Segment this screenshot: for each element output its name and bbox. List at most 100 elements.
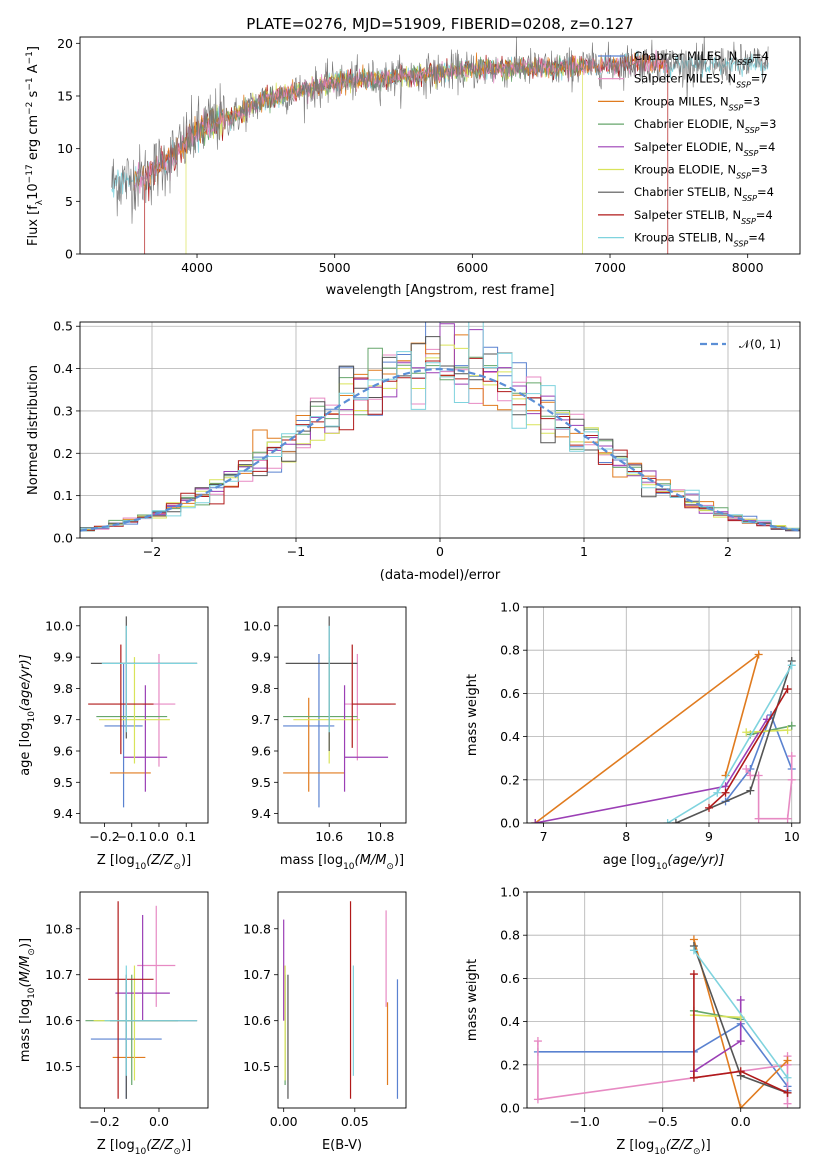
ytick-label: 0.4	[53, 361, 73, 376]
legend-name: Chabrier MILES, N	[634, 49, 737, 63]
errorbar-salpeter-elodie	[123, 685, 168, 792]
plot-area-age_vs_Z	[88, 616, 198, 808]
legend-spectrum: Chabrier MILES, N SSP =4 Salpeter MILES, N S…	[598, 49, 776, 248]
legend-sub: SSP	[736, 171, 751, 180]
ytick-label: 0.4	[500, 729, 520, 744]
x-axis-label-part: (Z/Z	[146, 1138, 174, 1153]
axes-mass_vs_Z: −0.2 0.0 10.5 10.6 10.7 10.8	[45, 891, 209, 1129]
x-axis-label: E(B-V)	[322, 1138, 362, 1153]
axes-massweight_vs_age: 7 8 9 10 0.0 0.2 0.4 0.6 0.8 1.0 mass weight	[465, 600, 801, 844]
legend-name: Chabrier STELIB, N	[634, 185, 742, 199]
x-axis-label-part: ⊙	[173, 862, 181, 872]
y-axis-label: Normed distribution	[26, 365, 41, 495]
x-axis-label-part: ⊙	[173, 1147, 181, 1157]
x-axis-label-part: )]	[394, 853, 404, 868]
series-line	[693, 939, 789, 1108]
ytick-label: 9.4	[53, 806, 73, 821]
x-axis-label-part: (Z/Z	[666, 1138, 694, 1153]
axes-age_vs_Z: −0.2−0.1 0.0 0.1 9.4 9.5 9.6 9.7 9.8 9.9 10.0	[45, 606, 209, 844]
xtick-label: 7	[540, 829, 548, 844]
xtick-label: −0.2	[89, 1114, 119, 1129]
errorbar-salpeter-miles	[137, 905, 176, 1007]
axes-spectrum: 4000 5000 6000 7000 8000 0 5 10 15 20 Chabrier MIL…	[57, 36, 801, 298]
y-axis-label: age [log10(age/yr)]	[18, 654, 37, 776]
y-axis-label-part: 10	[27, 987, 37, 999]
x-axis-label-part: (Z/Z	[146, 853, 174, 868]
ytick-label: 9.5	[53, 775, 73, 790]
ytick-label: 10.6	[45, 1013, 73, 1028]
axes-mass_vs_EBV: 0.00 0.05 10.5 10.6 10.7 10.8	[243, 891, 407, 1129]
x-axis-label: (data-model)/error	[380, 568, 501, 583]
ytick-label: 10.8	[45, 921, 73, 936]
xtick-label: 0.00	[270, 1114, 298, 1129]
errorbar-salpeter-stelib	[351, 644, 396, 748]
legend-n: =3	[751, 163, 768, 177]
y-axis-label-part: 10	[27, 711, 37, 723]
ytick-label: 0	[65, 247, 73, 262]
series-marker	[531, 819, 540, 823]
ytick-label: 0.0	[500, 816, 520, 831]
legend-name: Salpeter MILES, N	[634, 72, 736, 86]
xtick-label: −0.1	[117, 829, 147, 844]
legend-sub: SSP	[745, 126, 760, 135]
series-marker	[533, 1037, 542, 1046]
plot-area-massweight_vs_Z	[533, 935, 792, 1108]
figure-title: PLATE=0276, MJD=51909, FIBERID=0208, z=0…	[246, 15, 633, 33]
errorbar-chabrier-miles	[104, 663, 143, 808]
x-axis-label-part: )]	[181, 853, 191, 868]
y-axis-label-part: Flux [f	[26, 205, 41, 246]
legend-n: =7	[751, 72, 768, 86]
xtick-label: 9	[705, 829, 713, 844]
series-line	[693, 949, 789, 1079]
ytick-label: 0.6	[500, 686, 520, 701]
plot-area-mass_vs_Z	[85, 901, 198, 1099]
ytick-label: 0.6	[500, 971, 520, 986]
x-axis-label-part: (M/M	[355, 853, 387, 868]
legend-entry-kroupa-elodie: Kroupa ELODIE, NSSP=3	[634, 163, 768, 181]
ytick-label: 10	[57, 141, 73, 156]
y-axis-label-part: (M/M	[18, 956, 33, 988]
series-line	[693, 1014, 741, 1019]
axes-frame	[526, 891, 801, 1109]
x-axis-label-part: ⊙	[693, 1147, 701, 1157]
ytick-label: 0.5	[53, 319, 73, 334]
ytick-label: 1.0	[500, 885, 520, 900]
gaussian-curve	[80, 367, 800, 532]
xtick-label: −1.0	[570, 1114, 600, 1129]
y-axis-label-part: (age/yr)]	[18, 654, 33, 711]
ytick-label: 9.4	[251, 806, 271, 821]
x-axis-label: age [log10(age/yr)]	[603, 853, 725, 872]
legend-n: =4	[757, 185, 774, 199]
xtick-label: 8	[622, 829, 630, 844]
legend-n: =3	[760, 117, 777, 131]
series-marker	[689, 970, 698, 979]
ytick-label: 10.0	[45, 618, 73, 633]
y-axis-label: mass weight	[465, 674, 480, 756]
xtick-label: 2	[724, 544, 732, 559]
xtick-label: 0.0	[731, 1114, 751, 1129]
xtick-label: 10.8	[366, 829, 394, 844]
ytick-label: 0.1	[53, 488, 73, 503]
legend-name: Chabrier ELODIE, N	[634, 117, 745, 131]
series-line	[693, 1010, 741, 1021]
xtick-label: 10	[784, 829, 800, 844]
y-axis-label-part: age [log	[18, 723, 33, 776]
series-marker	[689, 1073, 698, 1082]
series-marker	[746, 786, 755, 795]
xtick-label: −0.5	[648, 1114, 678, 1129]
axes-frame	[79, 891, 209, 1109]
legend-entry-kroupa-stelib: Kroupa STELIB, NSSP=4	[634, 231, 765, 249]
y-axis-label-part: A	[26, 64, 41, 77]
xtick-label: 8000	[732, 260, 764, 275]
ytick-label: 0.2	[500, 772, 520, 787]
legend-sub: SSP	[734, 239, 749, 248]
series-marker	[787, 721, 796, 730]
x-axis-label-part: 10	[135, 1147, 147, 1157]
series-marker	[787, 661, 796, 670]
series-marker	[783, 1088, 792, 1097]
series-kroupa-stelib	[663, 661, 796, 823]
axes-frame	[79, 36, 801, 255]
x-axis-label-part: Z [log	[97, 1138, 135, 1153]
ytick-label: 10.5	[45, 1059, 73, 1074]
